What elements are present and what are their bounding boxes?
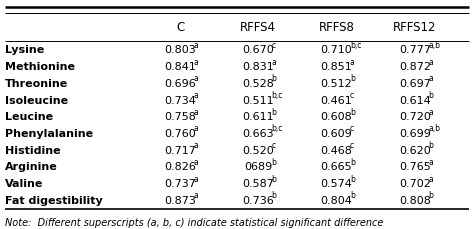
Text: b: b <box>350 174 355 184</box>
Text: 0.777: 0.777 <box>399 45 431 55</box>
Text: 0.528: 0.528 <box>242 79 274 89</box>
Text: b: b <box>350 191 355 200</box>
Text: b: b <box>428 191 433 200</box>
Text: 0.574: 0.574 <box>320 179 353 189</box>
Text: b: b <box>272 108 276 117</box>
Text: RFFS12: RFFS12 <box>393 21 437 34</box>
Text: 0.831: 0.831 <box>243 62 274 72</box>
Text: c: c <box>350 91 354 100</box>
Text: 0.841: 0.841 <box>164 62 196 72</box>
Text: b: b <box>350 158 355 167</box>
Text: 0.697: 0.697 <box>399 79 431 89</box>
Text: 0.663: 0.663 <box>243 129 274 139</box>
Text: 0.611: 0.611 <box>243 112 274 122</box>
Text: a: a <box>350 57 355 67</box>
Text: 0.614: 0.614 <box>399 95 430 106</box>
Text: 0.702: 0.702 <box>399 179 431 189</box>
Text: 0.803: 0.803 <box>164 45 196 55</box>
Text: 0689: 0689 <box>244 162 273 172</box>
Text: c: c <box>350 141 354 150</box>
Text: a: a <box>193 57 198 67</box>
Text: b,c: b,c <box>350 41 361 50</box>
Text: c: c <box>272 141 276 150</box>
Text: C: C <box>176 21 184 34</box>
Text: 0.737: 0.737 <box>164 179 196 189</box>
Text: a: a <box>193 191 198 200</box>
Text: a: a <box>193 41 198 50</box>
Text: Arginine: Arginine <box>5 162 57 172</box>
Text: 0.461: 0.461 <box>321 95 352 106</box>
Text: 0.808: 0.808 <box>399 196 431 206</box>
Text: 0.609: 0.609 <box>321 129 352 139</box>
Text: a: a <box>272 57 276 67</box>
Text: a: a <box>428 158 433 167</box>
Text: 0.826: 0.826 <box>164 162 196 172</box>
Text: 0.587: 0.587 <box>242 179 274 189</box>
Text: a: a <box>428 57 433 67</box>
Text: RFFS4: RFFS4 <box>240 21 276 34</box>
Text: 0.758: 0.758 <box>164 112 196 122</box>
Text: a: a <box>193 174 198 184</box>
Text: a: a <box>428 174 433 184</box>
Text: 0.670: 0.670 <box>243 45 274 55</box>
Text: 0.608: 0.608 <box>321 112 352 122</box>
Text: b,c: b,c <box>272 124 283 134</box>
Text: Leucine: Leucine <box>5 112 53 122</box>
Text: 0.520: 0.520 <box>243 146 274 156</box>
Text: a: a <box>428 74 433 83</box>
Text: 0.468: 0.468 <box>320 146 353 156</box>
Text: 0.765: 0.765 <box>399 162 430 172</box>
Text: a: a <box>193 74 198 83</box>
Text: Lysine: Lysine <box>5 45 44 55</box>
Text: Histidine: Histidine <box>5 146 60 156</box>
Text: RFFS8: RFFS8 <box>319 21 355 34</box>
Text: 0.512: 0.512 <box>321 79 352 89</box>
Text: 0.873: 0.873 <box>164 196 196 206</box>
Text: 0.696: 0.696 <box>164 79 196 89</box>
Text: 0.760: 0.760 <box>164 129 196 139</box>
Text: a: a <box>193 124 198 134</box>
Text: b: b <box>350 108 355 117</box>
Text: b: b <box>272 191 276 200</box>
Text: c: c <box>272 41 276 50</box>
Text: Methionine: Methionine <box>5 62 75 72</box>
Text: a: a <box>193 91 198 100</box>
Text: Threonine: Threonine <box>5 79 68 89</box>
Text: a,b: a,b <box>428 41 440 50</box>
Text: 0.851: 0.851 <box>321 62 352 72</box>
Text: a,b: a,b <box>428 124 440 134</box>
Text: a: a <box>193 141 198 150</box>
Text: b: b <box>272 74 276 83</box>
Text: Note:  Different superscripts (a, b, c) indicate statistical significant differe: Note: Different superscripts (a, b, c) i… <box>5 218 383 228</box>
Text: b: b <box>272 174 276 184</box>
Text: Isoleucine: Isoleucine <box>5 95 68 106</box>
Text: 0.736: 0.736 <box>243 196 274 206</box>
Text: 0.699: 0.699 <box>399 129 431 139</box>
Text: Fat digestibility: Fat digestibility <box>5 196 102 206</box>
Text: a: a <box>193 108 198 117</box>
Text: c: c <box>350 124 354 134</box>
Text: 0.734: 0.734 <box>164 95 196 106</box>
Text: 0.804: 0.804 <box>320 196 353 206</box>
Text: b: b <box>350 74 355 83</box>
Text: Phenylalanine: Phenylalanine <box>5 129 93 139</box>
Text: 0.720: 0.720 <box>399 112 431 122</box>
Text: b: b <box>272 158 276 167</box>
Text: 0.872: 0.872 <box>399 62 431 72</box>
Text: 0.620: 0.620 <box>399 146 430 156</box>
Text: a: a <box>428 108 433 117</box>
Text: b,c: b,c <box>272 91 283 100</box>
Text: b: b <box>428 91 433 100</box>
Text: 0.511: 0.511 <box>243 95 274 106</box>
Text: a: a <box>193 158 198 167</box>
Text: 0.710: 0.710 <box>321 45 352 55</box>
Text: 0.717: 0.717 <box>164 146 196 156</box>
Text: Valine: Valine <box>5 179 43 189</box>
Text: b: b <box>428 141 433 150</box>
Text: 0.665: 0.665 <box>321 162 352 172</box>
